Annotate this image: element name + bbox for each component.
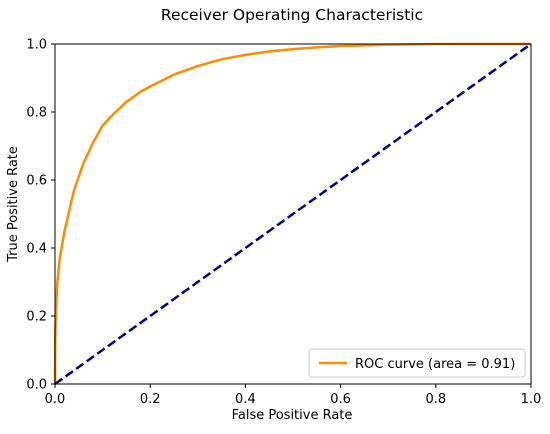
y-axis-label: True Positive Rate xyxy=(6,146,21,263)
x-tick-label: 0.0 xyxy=(45,392,66,407)
x-axis-label: False Positive Rate xyxy=(232,408,353,423)
legend-box xyxy=(308,348,526,378)
chance-diagonal-line xyxy=(54,42,532,386)
y-tick-label: 0.4 xyxy=(26,242,47,257)
x-tick-label: 0.8 xyxy=(425,392,446,407)
tick-layer: 0.0 0.2 0.4 0.6 0.8 1.0 0.0 0.2 0.4 0.6 0.8 1.0 xyxy=(26,38,541,408)
x-tick-label: 1.0 xyxy=(521,392,542,407)
y-tick-label: 0.6 xyxy=(26,174,47,189)
y-tick-label: 1.0 xyxy=(26,38,47,53)
plot-frame xyxy=(54,43,532,385)
x-tick-label: 0.2 xyxy=(140,392,161,407)
series-layer xyxy=(53,42,532,386)
x-tick-label: 0.4 xyxy=(235,392,256,407)
chart-title: Receiver Operating Characteristic xyxy=(161,6,423,24)
x-tick-label: 0.6 xyxy=(330,392,351,407)
legend: ROC curve (area = 0.91) xyxy=(308,348,526,378)
y-tick-label: 0.2 xyxy=(26,310,47,325)
y-tick-label: 0.0 xyxy=(26,378,47,393)
y-tick-label: 0.8 xyxy=(26,106,47,121)
legend-label-roc: ROC curve (area = 0.91) xyxy=(355,357,515,372)
